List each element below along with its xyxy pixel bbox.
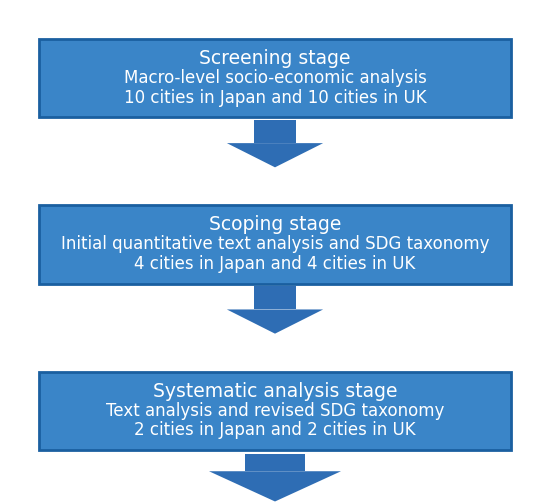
Bar — [245, 454, 305, 471]
FancyBboxPatch shape — [39, 39, 512, 117]
Text: Systematic analysis stage: Systematic analysis stage — [153, 382, 397, 401]
Text: 4 cities in Japan and 4 cities in UK: 4 cities in Japan and 4 cities in UK — [134, 255, 416, 273]
Bar — [254, 286, 296, 309]
FancyBboxPatch shape — [39, 372, 512, 450]
Text: Scoping stage: Scoping stage — [209, 215, 341, 234]
Text: Screening stage: Screening stage — [199, 49, 351, 68]
Polygon shape — [227, 143, 323, 167]
Text: Text analysis and revised SDG taxonomy: Text analysis and revised SDG taxonomy — [106, 402, 444, 420]
FancyBboxPatch shape — [39, 206, 512, 283]
Text: Macro-level socio-economic analysis: Macro-level socio-economic analysis — [124, 69, 426, 87]
Text: Initial quantitative text analysis and SDG taxonomy: Initial quantitative text analysis and S… — [60, 235, 490, 254]
Text: 2 cities in Japan and 2 cities in UK: 2 cities in Japan and 2 cities in UK — [134, 421, 416, 439]
Polygon shape — [209, 471, 341, 501]
Polygon shape — [227, 309, 323, 334]
Text: 10 cities in Japan and 10 cities in UK: 10 cities in Japan and 10 cities in UK — [124, 89, 426, 107]
Bar — [254, 120, 296, 143]
